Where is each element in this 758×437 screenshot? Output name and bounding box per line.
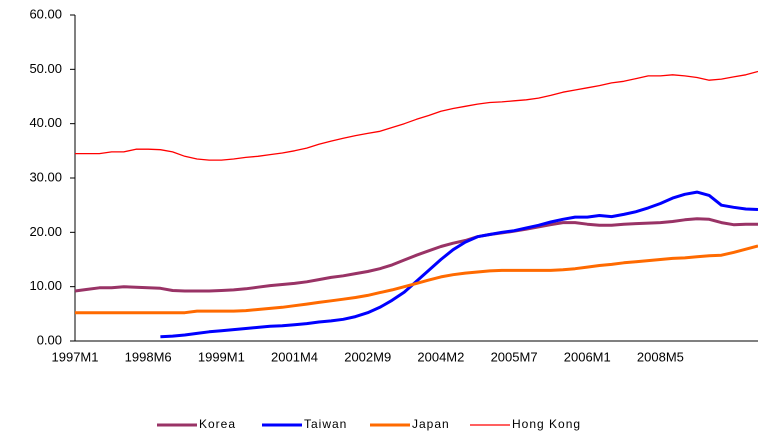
legend-label: Japan xyxy=(412,417,450,431)
x-tick-label: 2001M4 xyxy=(271,349,318,364)
legend-label: Hong Kong xyxy=(512,417,581,431)
series-line xyxy=(75,244,758,315)
series-line xyxy=(75,70,758,161)
series-line xyxy=(160,190,758,339)
x-tick-label: 2005M7 xyxy=(491,349,538,364)
legend-label: Taiwan xyxy=(304,417,347,431)
y-tick-label: 10.00 xyxy=(29,278,62,293)
x-tick-label: 2004M2 xyxy=(417,349,464,364)
y-tick-label: 0.00 xyxy=(37,332,62,347)
y-tick-label: 50.00 xyxy=(29,61,62,76)
y-tick-label: 20.00 xyxy=(29,224,62,239)
y-tick-label: 30.00 xyxy=(29,169,62,184)
y-tick-label: 40.00 xyxy=(29,115,62,130)
x-tick-label: 1999M1 xyxy=(198,349,245,364)
x-tick-label: 2006M1 xyxy=(564,349,611,364)
legend-label: Korea xyxy=(199,417,236,431)
x-tick-label: 2002M9 xyxy=(344,349,391,364)
x-tick-label: 2008M5 xyxy=(637,349,684,364)
y-tick-label: 60.00 xyxy=(29,6,62,21)
x-tick-label: 1997M1 xyxy=(52,349,99,364)
series-line xyxy=(74,217,758,293)
x-tick-label: 1998M6 xyxy=(125,349,172,364)
